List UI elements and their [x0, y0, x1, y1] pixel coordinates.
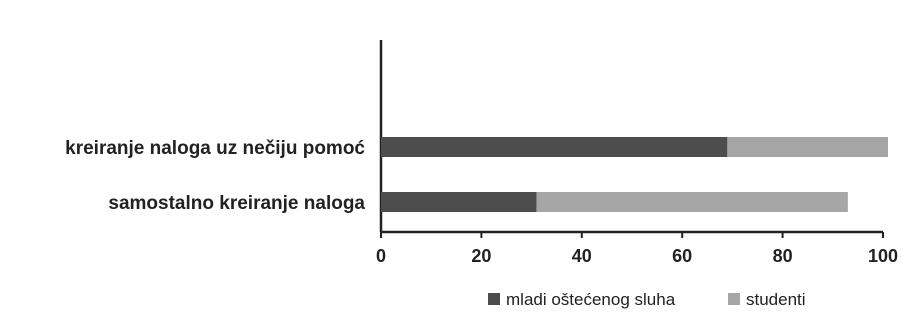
bar-series-2 [536, 192, 848, 212]
legend-label: studenti [746, 290, 806, 309]
legend-swatch [728, 293, 740, 305]
x-tick-label: 100 [868, 246, 898, 266]
bar-series-2 [727, 137, 889, 157]
x-tick-label: 40 [572, 246, 592, 266]
category-labels: kreiranje naloga uz nečiju pomoć samostal… [65, 138, 365, 214]
legend-swatch [488, 293, 500, 305]
bars [381, 137, 889, 212]
x-tick-label: 80 [773, 246, 793, 266]
x-tick-label: 60 [672, 246, 692, 266]
legend-label: mladi oštećenog sluha [506, 290, 676, 309]
category-label: samostalno kreiranje naloga [108, 193, 365, 214]
category-label: kreiranje naloga uz nečiju pomoć [65, 138, 365, 159]
bar-series-1 [381, 137, 728, 157]
x-tick-label: 0 [376, 246, 386, 266]
x-tick-label: 20 [471, 246, 491, 266]
legend: mladi oštećenog sluha studenti [488, 290, 806, 309]
bar-series-1 [381, 192, 537, 212]
x-ticks: 0 20 40 60 80 100 [376, 232, 898, 266]
